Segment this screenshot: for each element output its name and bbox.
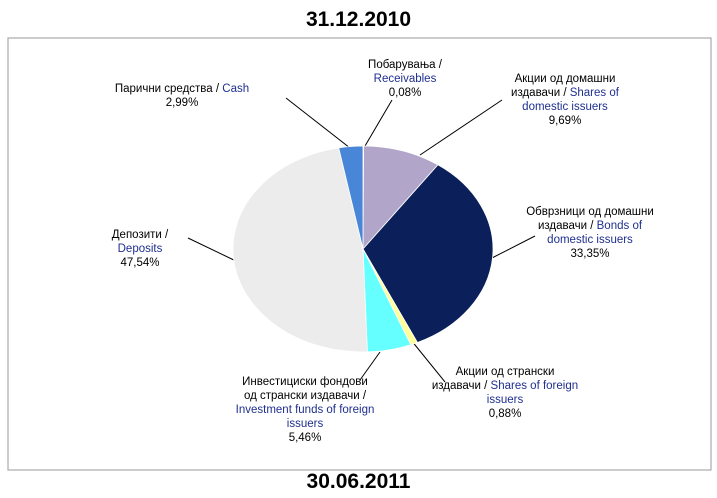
slice-label: Побарувања / Receivables 0,08% xyxy=(350,58,460,100)
leader-lines xyxy=(187,97,536,383)
slice-label: Акции од странски издавачи / Shares of f… xyxy=(430,365,580,421)
label-local: Депозити / xyxy=(111,229,169,241)
chart-border xyxy=(7,37,712,471)
value-label: 2,99% xyxy=(165,97,199,109)
label-local: Парични средства / xyxy=(114,83,220,95)
label-english: Bonds of domestic issuers xyxy=(547,220,643,246)
leader-line xyxy=(364,99,393,147)
value-label: 33,35% xyxy=(570,248,610,260)
leader-line xyxy=(187,237,239,263)
label-english: Receivables xyxy=(373,73,437,85)
chart-title: 31.12.2010 xyxy=(305,8,412,31)
label-local: Обврзници од домашни издавачи / xyxy=(526,206,654,232)
slice-label: Депозити / Deposits 47,54% xyxy=(90,228,190,270)
leader-line xyxy=(285,97,351,149)
slice-label: Парични средства / Cash 2,99% xyxy=(107,82,257,110)
label-local: Акции од домашни издавачи / xyxy=(511,73,616,99)
value-label: 5,46% xyxy=(288,432,322,444)
leader-line xyxy=(487,235,536,261)
value-label: 0,88% xyxy=(488,408,522,420)
pie-slice xyxy=(362,164,494,344)
label-english: Deposits xyxy=(117,243,163,255)
label-local: Инвестициски фондови од странски издавач… xyxy=(242,376,368,402)
slice-label: Инвестициски фондови од странски издавач… xyxy=(235,375,375,445)
slice-label: Акции од домашни издавачи / Shares of do… xyxy=(490,72,640,128)
leader-line xyxy=(410,339,446,383)
value-label: 9,69% xyxy=(548,115,582,127)
label-english: Shares of domestic issuers xyxy=(522,87,619,113)
leader-line xyxy=(359,351,381,381)
label-english: Shares of foreign issuers xyxy=(486,380,579,406)
label-local: Акции од странски издавачи / xyxy=(431,366,555,392)
leader-line xyxy=(419,99,503,156)
value-label: 47,54% xyxy=(120,257,160,269)
slice-label: Обврзници од домашни издавачи / Bonds of… xyxy=(515,205,665,261)
pie-slice xyxy=(232,147,368,353)
value-label: 0,08% xyxy=(388,87,422,99)
label-local: Побарувања / xyxy=(368,59,442,71)
label-english: Investment funds of foreign issuers xyxy=(235,404,375,430)
pie-slice xyxy=(362,145,439,251)
pie-slice xyxy=(338,145,364,250)
label-english: Cash xyxy=(222,83,250,95)
chart-footer: 30.06.2011 xyxy=(306,470,411,493)
